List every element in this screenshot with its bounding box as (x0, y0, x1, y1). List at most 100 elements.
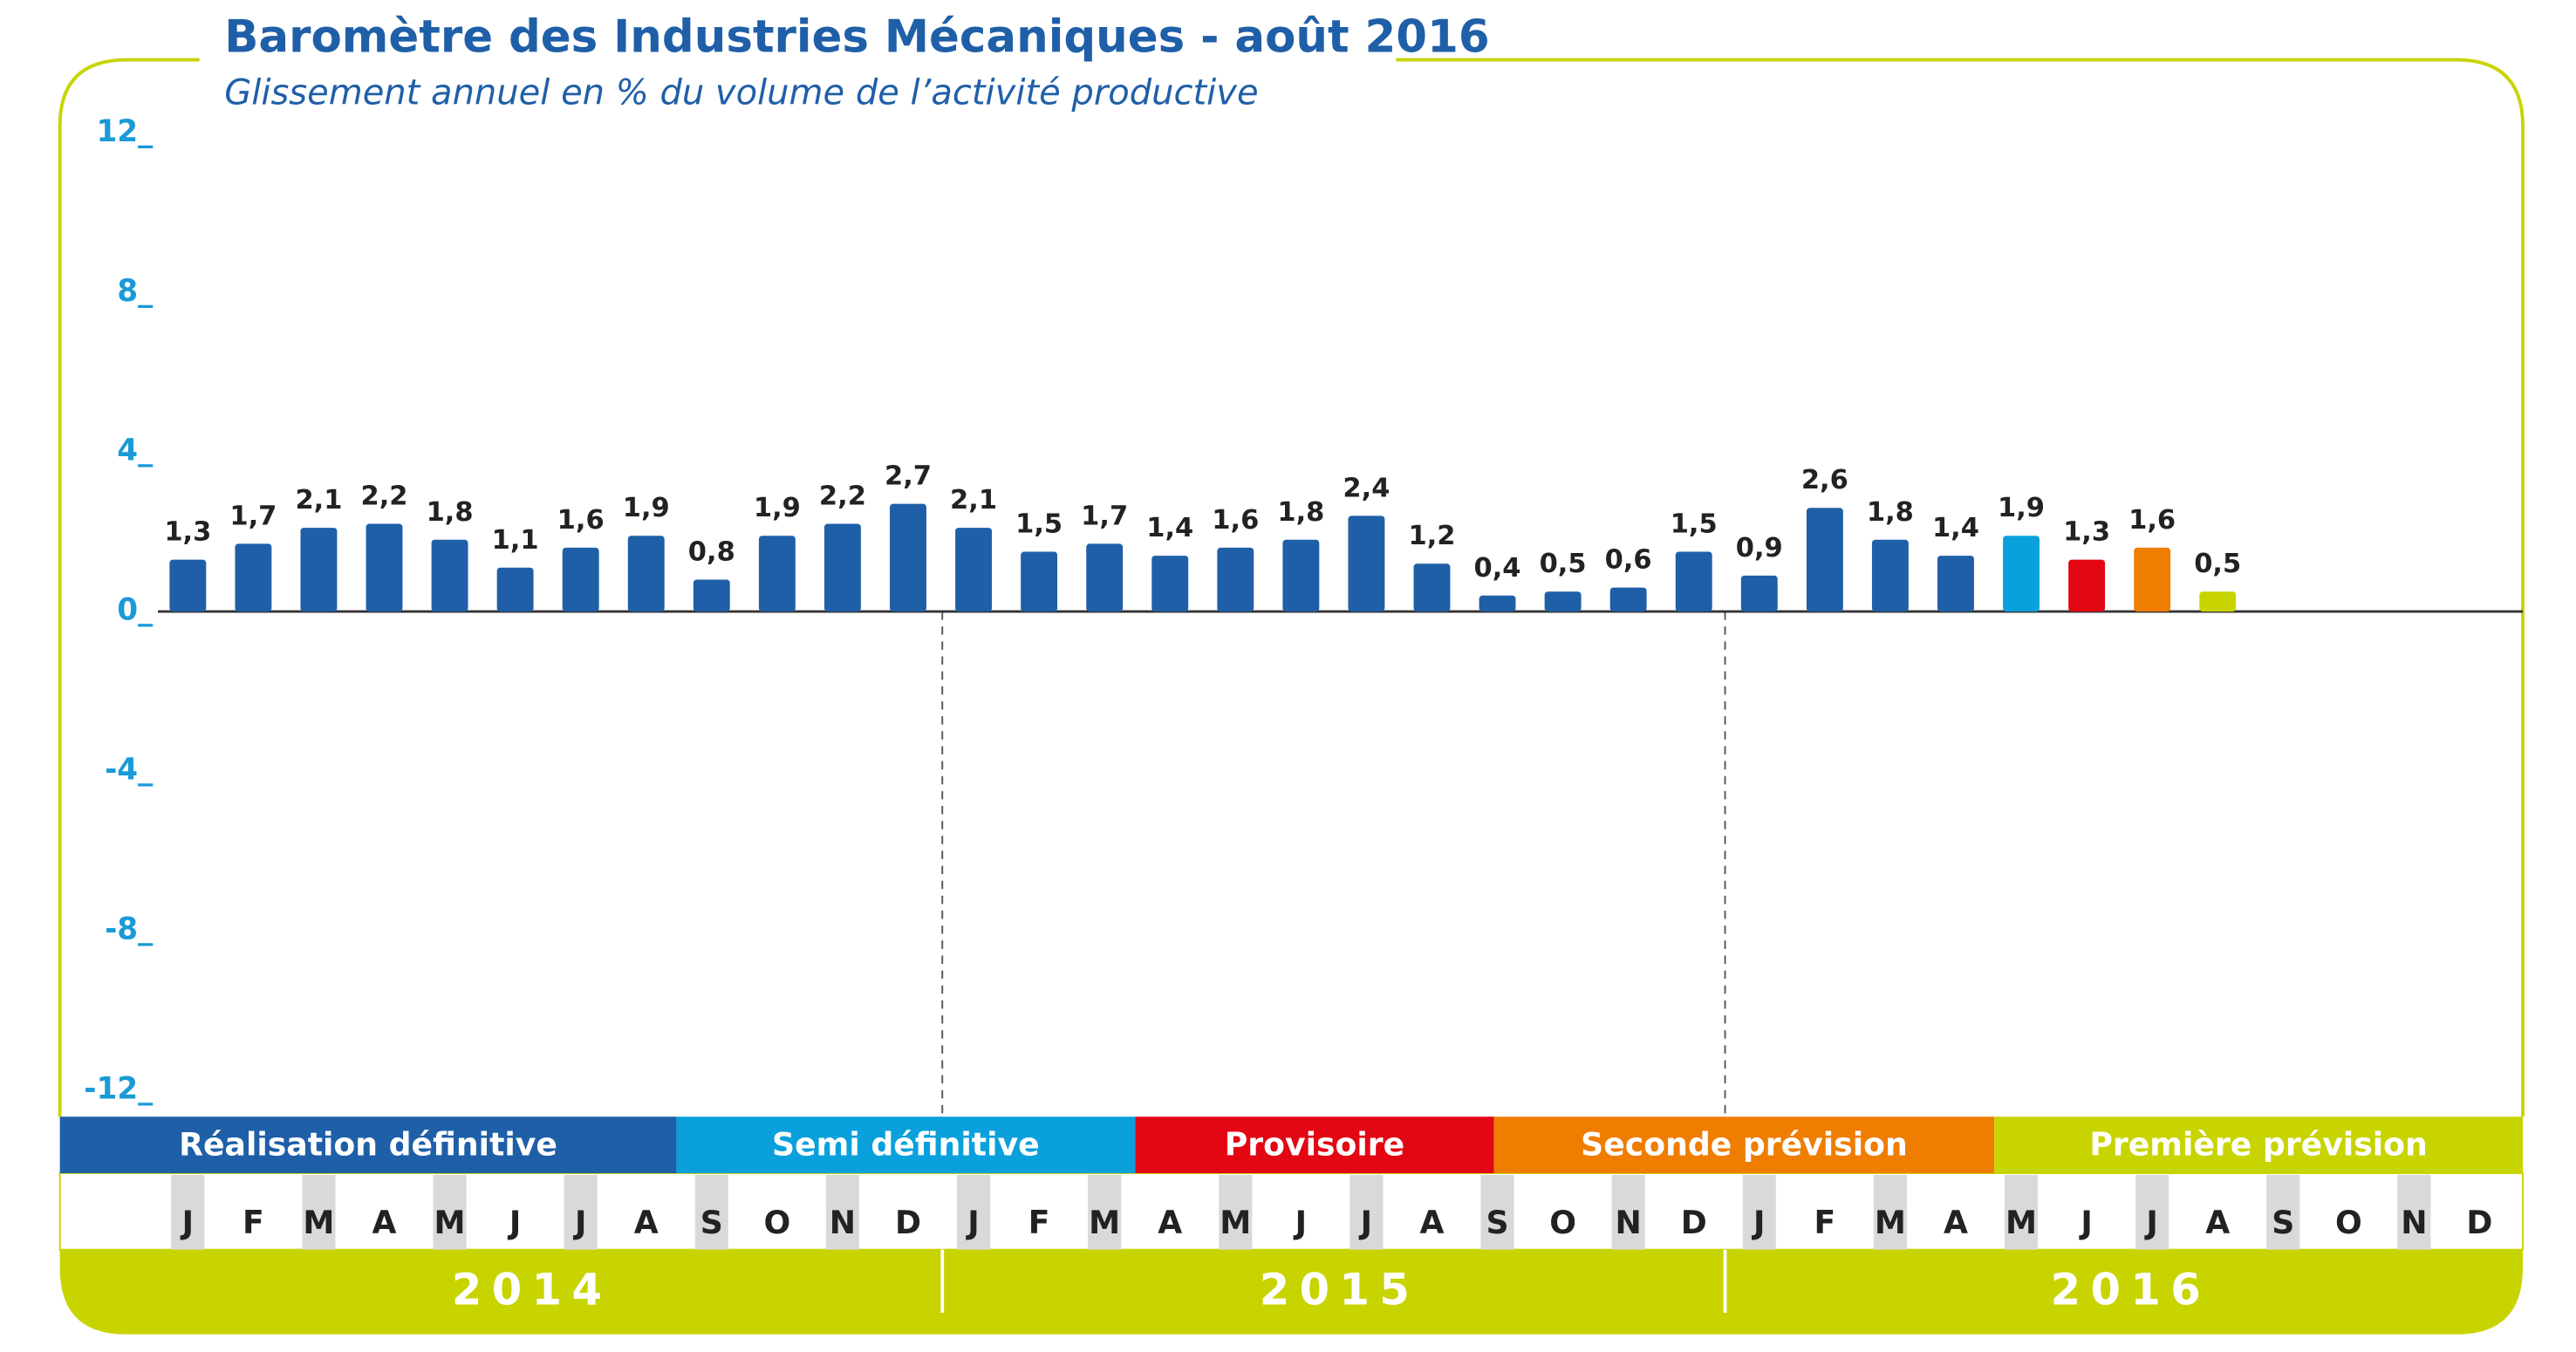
bar (693, 579, 730, 612)
month-stripe (825, 1174, 859, 1250)
bar (1086, 543, 1124, 612)
legend-label: Seconde prévision (1581, 1126, 1908, 1164)
x-tick-label: J (1293, 1204, 1307, 1241)
x-tick-label: N (1616, 1204, 1642, 1241)
bar (1413, 563, 1451, 612)
x-tick-label: F (1028, 1204, 1050, 1241)
bar (1806, 508, 1843, 612)
value-label: 2,6 (1801, 465, 1848, 495)
bar (1937, 556, 1974, 612)
x-tick-label: J (572, 1204, 586, 1241)
x-tick-label: M (1875, 1204, 1906, 1241)
bar (169, 559, 207, 612)
month-stripe (694, 1174, 728, 1250)
value-label: 2,2 (819, 481, 866, 512)
chart-title: Baromètre des Industries Mécaniques - ao… (224, 11, 1489, 64)
x-tick-label: N (2401, 1204, 2427, 1241)
month-stripe (1219, 1174, 1253, 1250)
value-label: 1,5 (1015, 509, 1063, 540)
value-label: 0,6 (1605, 545, 1652, 576)
value-label: 1,6 (1212, 505, 1259, 536)
value-label: 0,5 (2194, 549, 2241, 579)
x-tick-label: D (2466, 1204, 2492, 1241)
bar (627, 536, 665, 612)
y-tick-label: 0_ (117, 593, 154, 628)
y-tick-label: 12_ (96, 114, 154, 149)
value-label: 1,8 (1277, 497, 1324, 528)
value-label: 1,8 (1867, 497, 1914, 528)
value-label: 0,8 (688, 537, 735, 568)
x-tick-label: J (965, 1204, 979, 1241)
x-tick-label: D (1681, 1204, 1707, 1241)
x-tick-label: O (2335, 1204, 2362, 1241)
x-tick-label: S (2272, 1204, 2294, 1241)
month-stripe (2397, 1174, 2431, 1250)
bar (1348, 516, 1385, 612)
value-label: 2,1 (295, 485, 342, 516)
legend-swatch (1994, 1116, 2523, 1174)
x-tick-label: M (1089, 1204, 1120, 1241)
x-tick-label: J (2078, 1204, 2092, 1241)
y-tick-label: 4_ (117, 434, 154, 468)
bar (2134, 547, 2171, 612)
bar (562, 547, 599, 612)
bar (890, 503, 926, 612)
x-tick-label: S (1486, 1204, 1509, 1241)
bar (955, 528, 993, 612)
y-tick-label: -8_ (105, 912, 154, 946)
value-label: 1,3 (2063, 517, 2110, 548)
x-tick-label: A (2205, 1204, 2230, 1241)
legend-label: Première prévision (2089, 1126, 2427, 1164)
value-label: 2,2 (361, 481, 408, 512)
x-tick-label: F (1814, 1204, 1835, 1241)
value-label: 1,4 (1932, 513, 1979, 543)
y-tick-label: -4_ (105, 752, 154, 787)
value-label: 1,1 (492, 525, 539, 556)
value-label: 1,7 (229, 501, 277, 531)
x-tick-label: O (763, 1204, 790, 1241)
x-tick-label: A (1419, 1204, 1444, 1241)
bar (496, 567, 534, 612)
month-stripe (2266, 1174, 2300, 1250)
month-stripe (171, 1174, 205, 1250)
chart-subtitle: Glissement annuel en % du volume de l’ac… (224, 73, 1258, 113)
value-label: 1,7 (1081, 501, 1128, 531)
x-tick-label: J (1358, 1204, 1372, 1241)
value-label: 0,5 (1540, 549, 1587, 579)
x-tick-label: S (700, 1204, 723, 1241)
bar (2003, 536, 2040, 612)
month-stripe (1742, 1174, 1776, 1250)
month-stripe (1611, 1174, 1645, 1250)
bar (431, 539, 468, 612)
bar (1151, 556, 1189, 612)
year-label: 2016 (2051, 1265, 2211, 1315)
x-tick-label: D (895, 1204, 921, 1241)
bar (300, 528, 338, 612)
legend-swatch (1135, 1116, 1494, 1174)
bar (1544, 591, 1582, 612)
bar (366, 523, 403, 612)
month-stripe (433, 1174, 467, 1250)
value-label: 1,9 (623, 493, 670, 523)
legend-label: Semi définitive (772, 1126, 1040, 1164)
x-tick-label: J (1751, 1204, 1765, 1241)
bar (2199, 591, 2237, 612)
month-stripe (1088, 1174, 1122, 1250)
legend-label: Provisoire (1225, 1126, 1404, 1164)
x-tick-label: O (1549, 1204, 1576, 1241)
value-label: 1,6 (557, 505, 605, 536)
bar (1282, 539, 1320, 612)
month-stripe (1480, 1174, 1514, 1250)
value-label: 1,2 (1408, 521, 1455, 551)
month-stripe (564, 1174, 598, 1250)
legend-swatch (59, 1116, 677, 1174)
x-tick-label: A (1944, 1204, 1968, 1241)
x-tick-label: J (2143, 1204, 2157, 1241)
x-tick-label: F (243, 1204, 264, 1241)
bar (2068, 559, 2106, 612)
x-tick-label: A (634, 1204, 659, 1241)
month-stripe (1349, 1174, 1384, 1250)
value-label: 1,4 (1146, 513, 1193, 543)
month-stripe (957, 1174, 991, 1250)
